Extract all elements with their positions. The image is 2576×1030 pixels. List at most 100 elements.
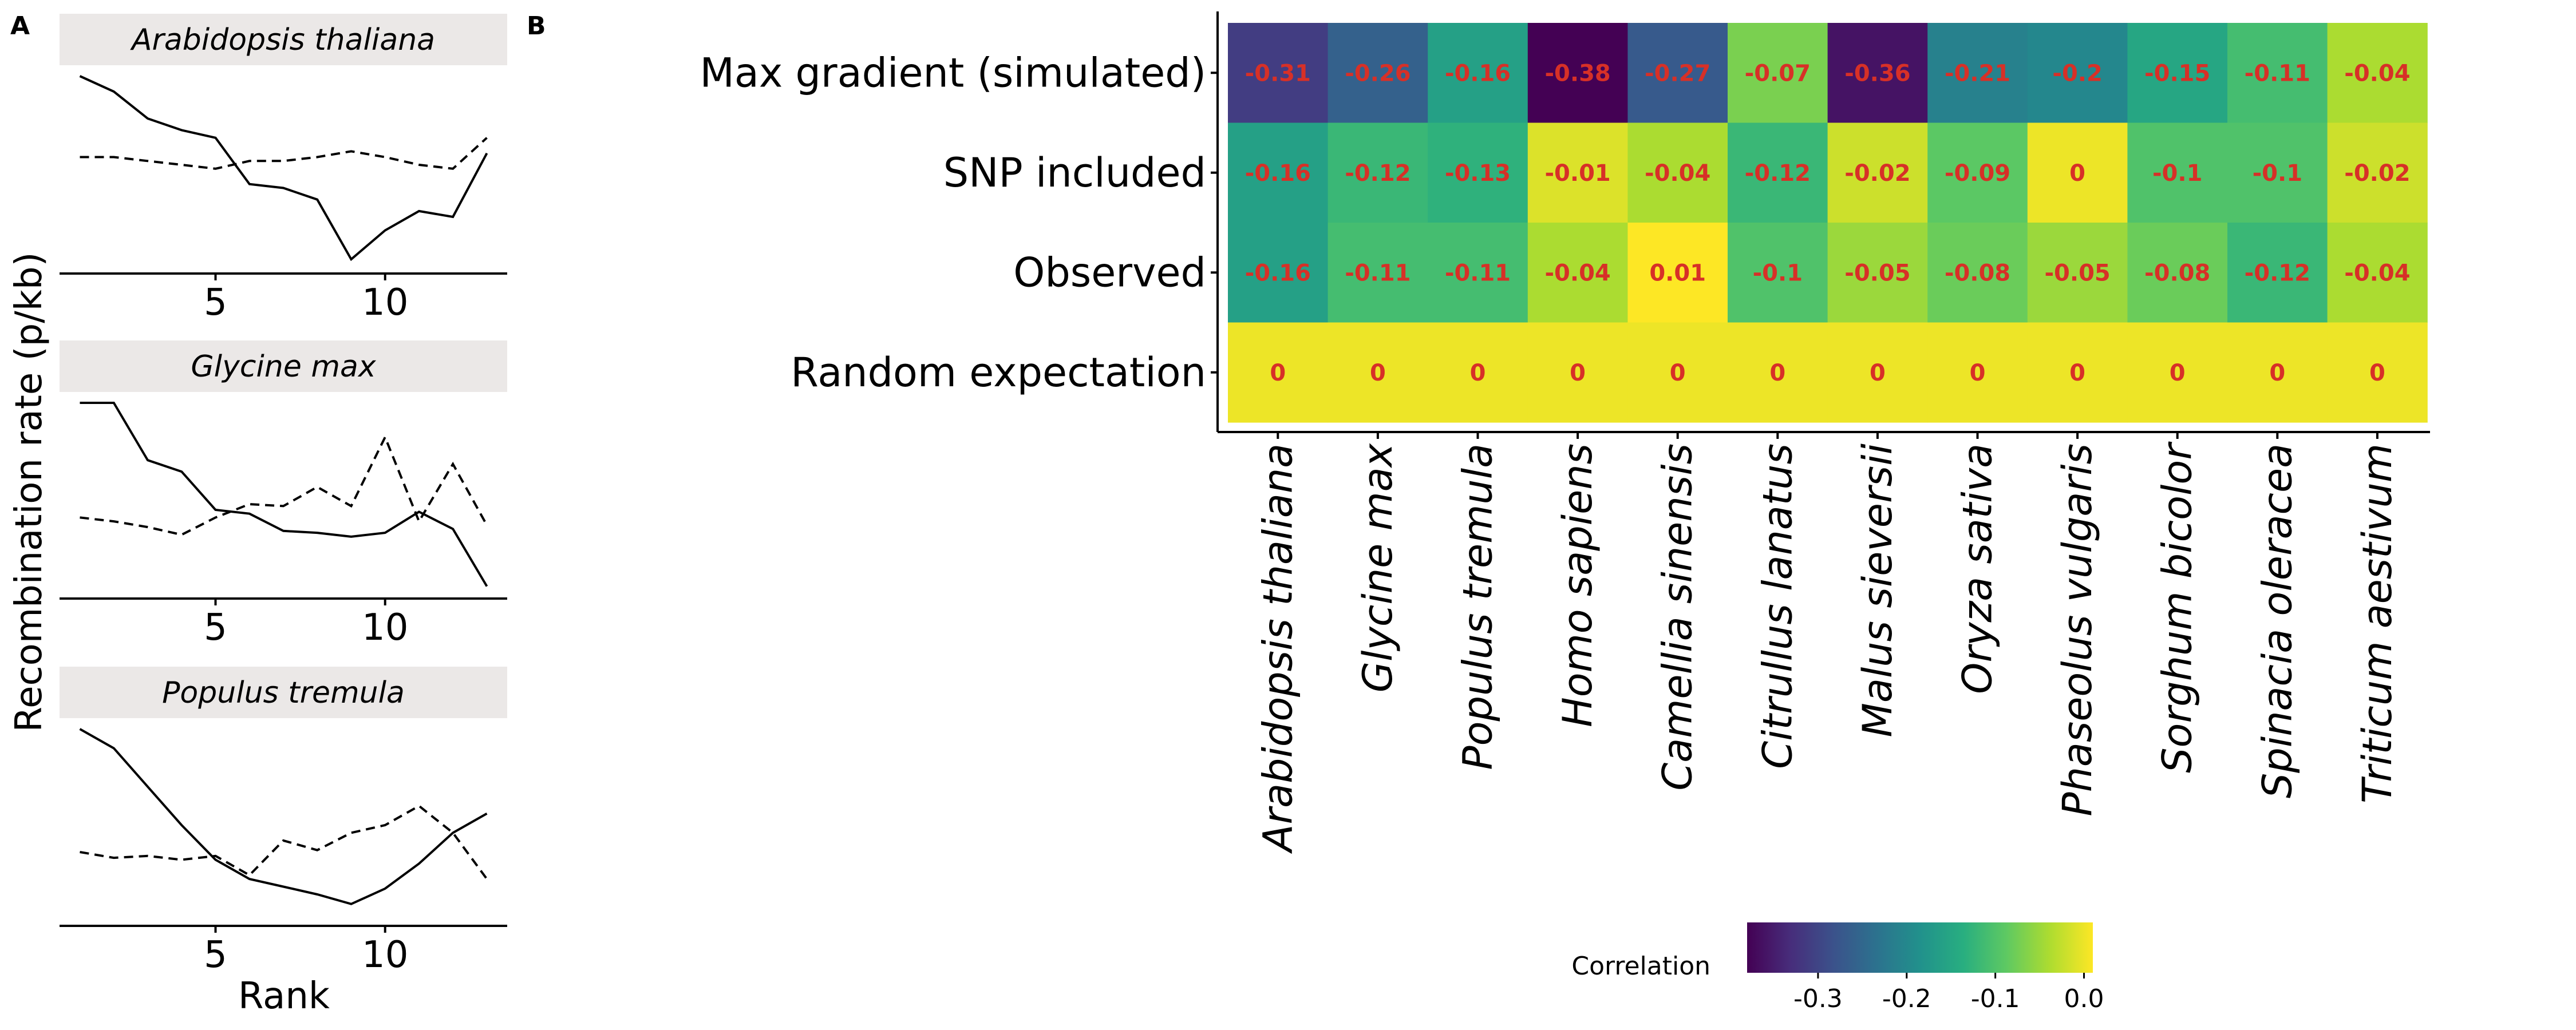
color-legend: Correlation -0.3 -0.2 -0.1 0.0 xyxy=(1571,922,2104,1013)
heatmap-cell xyxy=(2127,322,2228,423)
legend-tick-label: 0.0 xyxy=(2064,984,2104,1013)
column-label-oryza-sativa: Oryza sativa xyxy=(1954,443,2001,694)
legend-tick-label: -0.3 xyxy=(1793,984,1843,1013)
heatmap-cell-label: 0 xyxy=(2369,360,2385,386)
column-label-malus-sieversii: Malus sieversii xyxy=(1854,443,1901,737)
heatmap-cell-label: 0 xyxy=(1270,360,1286,386)
facet-strip xyxy=(60,14,507,65)
heatmap-cell xyxy=(1428,23,1528,124)
facet-strip xyxy=(60,667,507,718)
heatmap-cell xyxy=(2027,322,2128,423)
heatmap-cell xyxy=(1527,23,1628,124)
heatmap-cell xyxy=(1527,322,1628,423)
heatmap-cell-label: -0.02 xyxy=(2344,160,2410,187)
heatmap-cell-label: -0.1 xyxy=(2152,160,2202,187)
heatmap-cell-label: -0.12 xyxy=(2245,260,2310,286)
facet-populus-tremula: Populus tremula 5 10 xyxy=(60,667,507,976)
heatmap-cell xyxy=(1327,322,1428,423)
legend-tick-label: -0.2 xyxy=(1882,984,1931,1013)
heatmap-cell-label: -0.31 xyxy=(1245,60,1311,86)
heatmap-cell xyxy=(2127,23,2228,124)
column-label-populus-tremula: Populus tremula xyxy=(1455,443,1502,770)
heatmap-cell xyxy=(1527,223,1628,323)
row-label-observed: Observed xyxy=(1013,249,1206,296)
facet-title: Glycine max xyxy=(191,350,377,384)
panel-a-ylabel: Recombination rate (p/kb) xyxy=(8,252,50,732)
heatmap-cell-label: -0.05 xyxy=(1844,260,1910,286)
panel-b-label: B xyxy=(527,11,546,41)
heatmap-cell-label: -0.16 xyxy=(1245,260,1311,286)
heatmap-cell xyxy=(1327,223,1428,323)
heatmap-cell-label: 0 xyxy=(1370,360,1386,386)
legend-colorbar xyxy=(1747,922,2093,973)
facet-strip xyxy=(60,340,507,392)
heatmap-cell xyxy=(2027,122,2128,223)
heatmap-cell-label: -0.12 xyxy=(1745,160,1811,187)
heatmap-cell-label: 0 xyxy=(1870,360,1886,386)
heatmap-cell xyxy=(2027,23,2128,124)
series-line-dashed xyxy=(80,434,488,536)
heatmap-cell xyxy=(2327,23,2428,124)
heatmap-cell xyxy=(1927,223,2028,323)
x-tick-label: 5 xyxy=(204,607,227,649)
column-label-arabidopsis-thaliana: Arabidopsis thaliana xyxy=(1254,443,1301,854)
heatmap-cell-label: -0.11 xyxy=(1445,260,1511,286)
heatmap-cell xyxy=(1327,23,1428,124)
panel-a-label: A xyxy=(10,11,30,41)
heatmap-cell-label: -0.04 xyxy=(1544,260,1610,286)
x-tick-label: 5 xyxy=(204,934,227,976)
heatmap-cell xyxy=(1627,122,1728,223)
column-label-camellia-sinensis: Camellia sinensis xyxy=(1654,443,1701,791)
heatmap-cell xyxy=(1428,122,1528,223)
heatmap-cell-label: -0.12 xyxy=(1345,160,1411,187)
heatmap-cell xyxy=(1428,223,1528,323)
heatmap-cell-label: 0 xyxy=(2069,160,2085,187)
x-tick-label: 10 xyxy=(362,934,408,976)
heatmap-cell-label: -0.16 xyxy=(1245,160,1311,187)
heatmap-cell-label: -0.08 xyxy=(2144,260,2210,286)
heatmap-cell-label: -0.1 xyxy=(2253,160,2302,187)
row-label-max-gradient-simulated: Max gradient (simulated) xyxy=(700,49,1206,96)
series-line-solid xyxy=(80,402,488,587)
series-line-dashed xyxy=(80,804,488,880)
heatmap-cell-label: -0.13 xyxy=(1445,160,1511,187)
heatmap-cell-label: -0.09 xyxy=(1945,160,2010,187)
heatmap-cell-label: 0 xyxy=(2069,360,2085,386)
heatmap-cell-label: 0.01 xyxy=(1649,260,1706,286)
panel-b: -0.31 -0.26 -0.16 -0.38 -0.27 -0.07 -0.36 -0.21… xyxy=(700,11,2430,854)
column-label-glycine-max: Glycine max xyxy=(1354,443,1401,692)
heatmap-cell-label: 0 xyxy=(1570,360,1586,386)
x-tick-label: 10 xyxy=(362,282,408,324)
panel-a-xlabel: Rank xyxy=(238,975,330,1017)
row-label-snp-included: SNP included xyxy=(943,149,1206,196)
heatmap-cell xyxy=(2027,223,2128,323)
heatmap-cell xyxy=(2327,223,2428,323)
heatmap-cell-label: -0.21 xyxy=(1945,60,2010,86)
heatmap-cell xyxy=(1927,23,2028,124)
heatmap-cell xyxy=(2227,223,2328,323)
heatmap-cell xyxy=(1228,223,1329,323)
heatmap-cell xyxy=(1827,322,1928,423)
heatmap-cell-label: 0 xyxy=(1970,360,1986,386)
column-label-homo-sapiens: Homo sapiens xyxy=(1554,443,1601,727)
heatmap-cell xyxy=(1827,223,1928,323)
heatmap-cell-label: -0.16 xyxy=(1445,60,1511,86)
heatmap-cell xyxy=(1927,122,2028,223)
heatmap-cell xyxy=(1228,122,1329,223)
column-label-triticum-aestivum: Triticum aestivum xyxy=(2354,443,2401,803)
heatmap-cell-label: -0.1 xyxy=(1753,260,1803,286)
series-line-dashed xyxy=(80,137,488,170)
heatmap-cell-label: -0.07 xyxy=(1745,60,1811,86)
column-label-phaseolus-vulgaris: Phaseolus vulgaris xyxy=(2054,443,2101,817)
heatmap-cell xyxy=(2127,223,2228,323)
heatmap-cell xyxy=(1327,122,1428,223)
heatmap-cell xyxy=(1728,223,1828,323)
column-label-spinacia-oleracea: Spinacia oleracea xyxy=(2254,443,2301,798)
heatmap-cell xyxy=(2327,122,2428,223)
heatmap-cell xyxy=(1728,322,1828,423)
heatmap-cell xyxy=(1228,322,1329,423)
row-label-random-expectation: Random expectation xyxy=(791,349,1206,396)
heatmap-cell-label: -0.04 xyxy=(2344,60,2410,86)
